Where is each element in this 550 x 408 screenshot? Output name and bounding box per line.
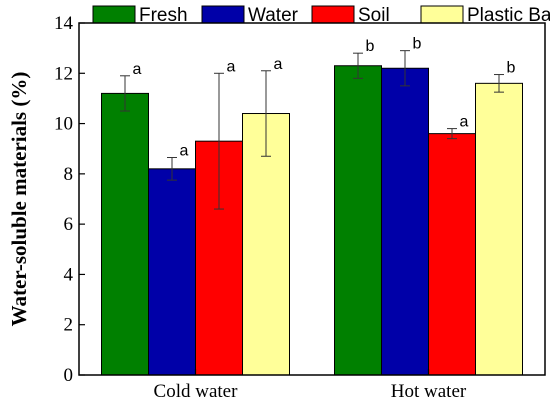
bar-fresh [334, 65, 382, 376]
legend-swatch [201, 5, 245, 24]
bars: a a a a b b a b [101, 36, 523, 376]
legend-label: Plastic Bag [467, 5, 550, 26]
y-tick-label: 4 [64, 264, 74, 285]
significance-label: b [366, 38, 375, 55]
y-tick-label: 8 [64, 164, 74, 185]
significance-label: b [413, 36, 422, 53]
bar-water [381, 67, 429, 376]
legend-swatch [420, 5, 464, 24]
legend-label: Water [248, 5, 299, 26]
legend-label: Fresh [139, 5, 188, 26]
x-tick-label: Cold water [154, 381, 239, 402]
significance-label: a [274, 56, 283, 73]
bar-fresh [101, 92, 149, 376]
x-axis: Cold water Hot water [154, 369, 467, 402]
plot-frame [78, 22, 546, 376]
bar-water [148, 168, 196, 376]
y-tick-label: 6 [64, 214, 74, 235]
y-tick-label: 14 [54, 13, 74, 34]
legend: Fresh Water Soil Plastic Bag [92, 5, 550, 26]
significance-label: a [227, 58, 236, 75]
y-tick-label: 12 [54, 63, 73, 84]
legend-swatch [311, 5, 355, 24]
legend-swatch [92, 5, 136, 24]
bar-plastic-bag [475, 82, 523, 376]
y-tick-label: 10 [54, 114, 73, 135]
y-axis-label: Water-soluble materials (%) [7, 72, 31, 327]
significance-label: a [133, 61, 142, 78]
significance-label: a [180, 143, 189, 160]
y-axis: 0 2 4 6 8 10 12 14 [54, 13, 85, 386]
legend-label: Soil [358, 5, 390, 26]
y-tick-label: 2 [64, 315, 74, 336]
x-tick-label: Hot water [391, 381, 467, 402]
y-tick-label: 0 [64, 365, 74, 386]
significance-label: b [507, 60, 516, 77]
bar-plastic-bag [242, 113, 290, 376]
significance-label: a [460, 114, 469, 131]
bar-soil [428, 133, 476, 376]
